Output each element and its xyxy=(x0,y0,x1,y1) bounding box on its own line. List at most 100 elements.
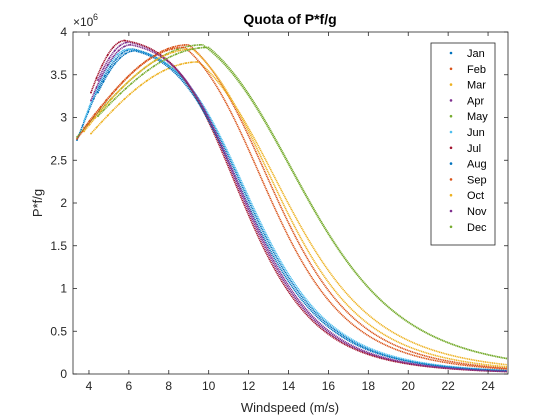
data-point xyxy=(109,95,112,97)
legend-label: Aug xyxy=(467,159,487,171)
y-ticks: 0 0.5 1 1.5 2 2.5 3 3.5 4 xyxy=(50,25,508,381)
data-point xyxy=(172,51,175,54)
data-point xyxy=(111,97,113,100)
data-point xyxy=(152,65,155,68)
series-sep xyxy=(76,46,508,370)
data-point xyxy=(193,44,196,47)
x-tick-label: 24 xyxy=(481,379,495,393)
data-point xyxy=(179,63,182,66)
data-point xyxy=(104,101,106,104)
x-ticks: 4 6 8 10 12 14 16 18 20 22 24 xyxy=(86,32,495,393)
series-line xyxy=(76,46,508,370)
data-point xyxy=(105,103,108,106)
data-point xyxy=(88,123,91,126)
chart-title: Quota of P*f/g xyxy=(243,11,336,27)
data-point xyxy=(141,73,144,76)
exponent-base: ×10 xyxy=(73,15,94,29)
data-point xyxy=(154,54,157,57)
data-point xyxy=(150,62,152,65)
data-point xyxy=(95,86,98,89)
data-point xyxy=(122,49,124,52)
legend-marker xyxy=(449,146,453,150)
series-line xyxy=(83,48,508,368)
data-point xyxy=(190,61,193,64)
data-point xyxy=(112,46,115,49)
data-point xyxy=(164,58,166,61)
data-point xyxy=(197,47,200,49)
data-point xyxy=(104,74,106,77)
data-point xyxy=(119,92,122,95)
data-point xyxy=(129,43,131,46)
legend-marker xyxy=(449,225,453,229)
data-point xyxy=(130,82,133,85)
series-line xyxy=(97,46,508,360)
data-point xyxy=(151,76,154,78)
data-point xyxy=(183,48,186,51)
data-point xyxy=(97,91,99,94)
legend-label: Jan xyxy=(467,48,485,60)
legend-box xyxy=(430,42,496,246)
data-point xyxy=(129,93,131,95)
data-point xyxy=(81,124,84,127)
data-point xyxy=(126,76,129,79)
data-point xyxy=(92,115,95,118)
legend-label: Sep xyxy=(467,174,487,186)
data-point xyxy=(162,69,165,72)
legend-label: Jul xyxy=(467,143,481,155)
data-point xyxy=(203,46,206,49)
data-point xyxy=(166,53,169,56)
data-point xyxy=(196,61,199,63)
legend-label: Oct xyxy=(467,190,484,202)
data-point xyxy=(166,47,169,50)
data-point xyxy=(108,57,111,60)
data-point xyxy=(102,109,105,112)
legend-marker xyxy=(449,67,453,71)
x-tick-label: 22 xyxy=(441,379,455,393)
data-point xyxy=(138,70,141,73)
data-point xyxy=(124,87,127,90)
data-point xyxy=(102,80,105,83)
y-tick-label: 0 xyxy=(60,367,67,381)
data-point xyxy=(117,103,120,106)
data-point xyxy=(130,50,133,53)
legend-marker xyxy=(449,193,453,197)
data-point xyxy=(101,64,104,67)
legend-label: Mar xyxy=(467,80,486,92)
x-tick-label: 4 xyxy=(86,379,93,393)
data-point xyxy=(112,55,115,58)
data-point xyxy=(83,130,85,133)
data-point xyxy=(127,48,130,50)
data-point xyxy=(176,46,179,49)
series-line xyxy=(97,50,508,372)
legend-label: Feb xyxy=(467,64,486,76)
data-point xyxy=(159,52,162,54)
data-point xyxy=(185,62,187,65)
legend-label: Apr xyxy=(467,95,484,107)
data-point xyxy=(116,53,119,56)
data-point xyxy=(88,105,91,108)
x-tick-label: 12 xyxy=(242,379,256,393)
data-point xyxy=(113,63,116,65)
exponent-power: 6 xyxy=(93,12,98,22)
data-point xyxy=(131,71,134,74)
legend-marker xyxy=(449,99,453,102)
data-point xyxy=(133,75,136,78)
x-tick-label: 6 xyxy=(126,379,133,393)
data-point xyxy=(90,99,92,102)
data-point xyxy=(148,58,151,61)
data-point xyxy=(115,58,117,60)
data-point xyxy=(155,58,158,61)
data-point xyxy=(76,136,78,138)
legend-marker xyxy=(449,130,453,134)
x-tick-label: 10 xyxy=(202,379,216,393)
y-axis-label: P*f/g xyxy=(30,189,45,217)
data-point xyxy=(108,71,111,73)
data-point xyxy=(123,98,126,100)
data-point xyxy=(124,41,127,44)
data-point xyxy=(157,72,159,75)
data-point xyxy=(116,91,119,94)
data-point xyxy=(192,48,194,50)
data-point xyxy=(143,62,145,64)
data-point xyxy=(183,44,186,46)
